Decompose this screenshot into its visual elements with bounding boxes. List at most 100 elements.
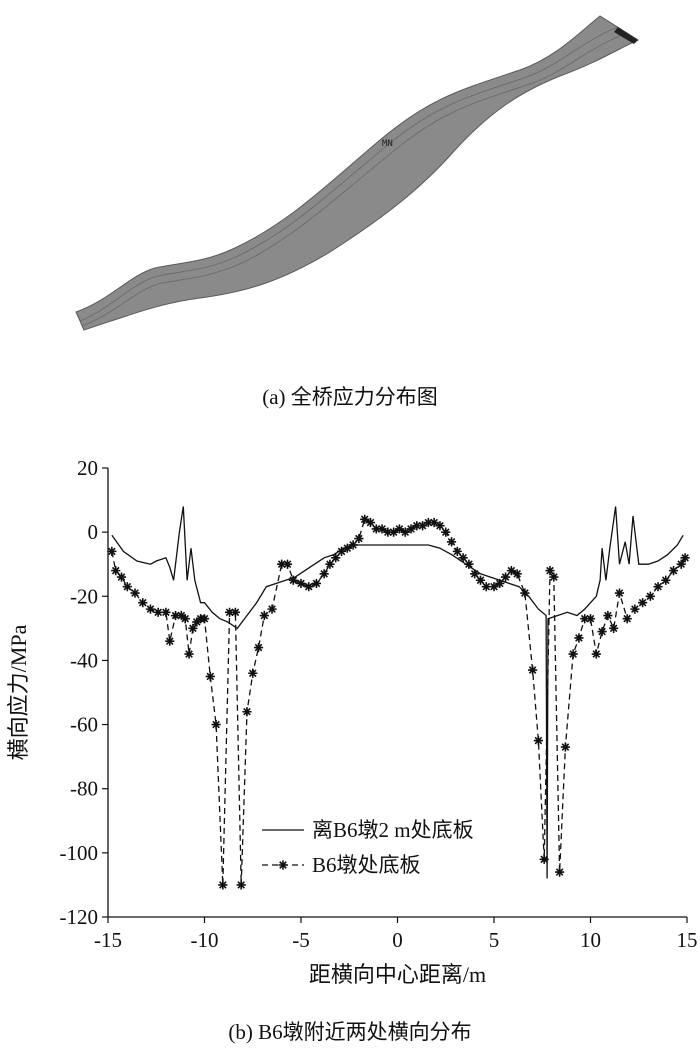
data-point-marker (282, 559, 293, 569)
deck-contour-line (81, 32, 629, 327)
data-point-marker (116, 572, 127, 582)
data-point-marker (668, 566, 679, 576)
data-point-marker (597, 626, 607, 637)
data-point-marker (296, 578, 306, 589)
x-tick-label: -5 (292, 928, 310, 952)
data-point-marker (184, 649, 194, 659)
stress-chart: 20 0 -20 -40 -60 -80 -100 -120-15 -10 -5 0 5 10 15 距横向… (6, 456, 698, 987)
data-point-marker (495, 578, 505, 589)
data-point-marker (630, 604, 640, 614)
x-tick-label: -15 (94, 928, 122, 952)
data-point-marker (481, 582, 491, 592)
data-point-marker (423, 517, 433, 528)
data-point-marker (377, 524, 387, 534)
data-point-marker (520, 588, 530, 598)
data-point-marker (288, 575, 298, 585)
data-point-marker (205, 671, 215, 682)
figure-b-caption: (b) B6墩附近两处横向分布 (228, 1020, 472, 1044)
series-2m-line (111, 506, 684, 879)
deck-end-cap (614, 27, 638, 44)
data-point-marker (653, 582, 663, 592)
data-point-marker (325, 559, 335, 569)
figure-a-caption: (a) 全桥应力分布图 (262, 385, 438, 409)
data-point-marker (622, 614, 632, 624)
y-tick-label: -120 (60, 905, 99, 929)
data-point-marker (259, 610, 269, 621)
data-point-marker (412, 521, 422, 531)
data-point-marker (609, 623, 619, 633)
series-at-pier-markers (107, 514, 690, 890)
chart-axes: 20 0 -20 -40 -60 -80 -100 -120-15 -10 -5 0 5 10 15 距横向… (6, 456, 698, 987)
data-point-marker (680, 553, 690, 563)
data-point-marker (188, 623, 198, 633)
legend-marker (278, 860, 288, 870)
x-tick-label: 10 (580, 928, 601, 952)
data-point-marker (614, 588, 625, 598)
data-point-marker (638, 598, 648, 608)
x-axis-title: 距横向中心距离/m (309, 962, 486, 987)
data-point-marker (248, 668, 258, 678)
data-point-marker (446, 537, 457, 547)
data-point-marker (211, 719, 221, 730)
data-point-marker (236, 880, 246, 890)
data-point-marker (107, 546, 117, 556)
data-point-marker (122, 582, 132, 592)
y-axis-title: 横向应力/MPa (6, 624, 31, 760)
x-tick-label: 15 (677, 928, 698, 952)
data-point-marker (354, 533, 364, 544)
data-point-marker (342, 543, 352, 553)
data-point-marker (394, 524, 405, 534)
bridge-deck-model: MN (75, 15, 640, 331)
y-tick-label: 20 (77, 456, 98, 480)
data-point-marker (180, 614, 190, 624)
data-point-marker (319, 569, 329, 579)
data-point-marker (348, 540, 358, 550)
y-tick-label: -100 (60, 841, 99, 865)
data-point-marker (389, 527, 399, 537)
deck-contour-line (79, 26, 619, 322)
data-point-marker (545, 566, 555, 576)
data-point-marker (400, 527, 410, 537)
data-point-marker (383, 527, 393, 537)
data-point-marker (506, 566, 516, 576)
data-point-marker (661, 575, 671, 585)
bridge-model-figure: MN (75, 15, 640, 331)
data-point-marker (676, 559, 686, 569)
data-point-marker (360, 514, 370, 524)
data-point-marker (441, 527, 451, 537)
data-point-marker (528, 665, 538, 675)
data-point-marker (452, 546, 462, 556)
data-point-marker (199, 614, 210, 624)
data-point-marker (533, 736, 543, 746)
data-point-marker (170, 610, 181, 621)
data-point-marker (512, 569, 522, 579)
y-tick-label: -20 (70, 584, 98, 608)
y-tick-label: -40 (70, 648, 98, 672)
data-point-marker (267, 604, 277, 614)
data-point-marker (539, 854, 549, 864)
data-point-marker (489, 582, 499, 592)
chart-legend: 离B6墩2 m处底板 B6墩处底板 (262, 818, 474, 877)
data-point-marker (111, 566, 121, 576)
series-2m-from-pier (111, 506, 684, 879)
data-point-marker (130, 588, 140, 598)
data-point-marker (464, 559, 474, 569)
data-point-marker (145, 604, 156, 614)
y-tick-label: 0 (88, 520, 99, 544)
y-tick-label: -80 (70, 777, 98, 801)
data-point-marker (500, 572, 511, 582)
data-point-marker (277, 559, 287, 569)
data-point-marker (336, 546, 347, 556)
data-point-marker (435, 521, 445, 531)
data-point-marker (555, 867, 565, 877)
data-point-marker (603, 610, 613, 621)
x-tick-label: 0 (392, 928, 403, 952)
data-point-marker (417, 521, 428, 531)
data-point-marker (311, 578, 322, 589)
data-point-marker (458, 553, 468, 563)
data-point-marker (153, 607, 163, 617)
bridge-deck-surface (75, 15, 640, 331)
x-tick-label: -10 (191, 928, 219, 952)
model-label: MN (382, 139, 393, 149)
data-point-marker (406, 524, 416, 534)
